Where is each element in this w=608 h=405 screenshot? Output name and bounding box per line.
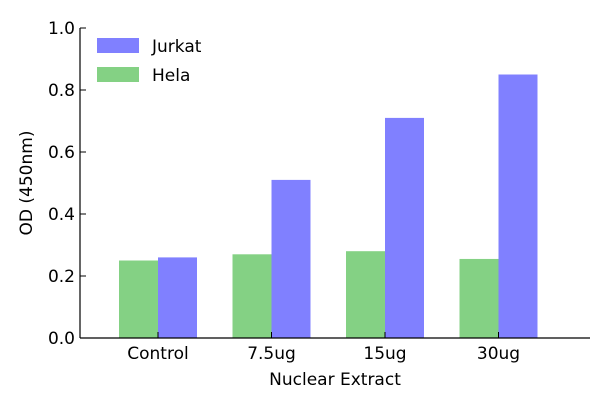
y-tick-label: 0.0 [48, 329, 75, 349]
x-tick-label: 15ug [363, 344, 406, 364]
y-tick-label: 0.2 [48, 267, 75, 287]
bar-jurkat-2 [385, 117, 424, 339]
x-tick-label: 30ug [477, 344, 520, 364]
bar-jurkat-0 [158, 257, 197, 338]
legend-swatch-hela [97, 67, 139, 82]
legend-label-jurkat: Jurkat [151, 37, 202, 57]
x-axis-title: Nuclear Extract [269, 370, 401, 390]
y-tick-label: 0.8 [48, 81, 75, 101]
bar-hela-3 [459, 258, 499, 338]
legend: Jurkat Hela [97, 37, 202, 86]
y-tick-label: 1.0 [48, 19, 75, 39]
y-tick-label: 0.4 [48, 205, 75, 225]
bar-hela-0 [119, 260, 158, 338]
y-axis-ticks: 0.0 0.2 0.4 0.6 0.8 1.0 [48, 19, 86, 349]
y-axis-title: OD (450nm) [17, 131, 37, 236]
x-tick-label: Control [127, 344, 188, 364]
x-axis-tick-labels: Control 7.5ug 15ug 30ug [127, 332, 520, 364]
bar-hela-1 [232, 254, 272, 338]
bar-jurkat-3 [498, 74, 538, 338]
bars [119, 74, 538, 339]
y-tick-label: 0.6 [48, 143, 75, 163]
bar-hela-2 [346, 251, 385, 338]
legend-swatch-jurkat [97, 38, 139, 53]
x-tick-label: 7.5ug [247, 344, 296, 364]
bar-jurkat-1 [271, 179, 311, 338]
legend-label-hela: Hela [152, 66, 190, 86]
